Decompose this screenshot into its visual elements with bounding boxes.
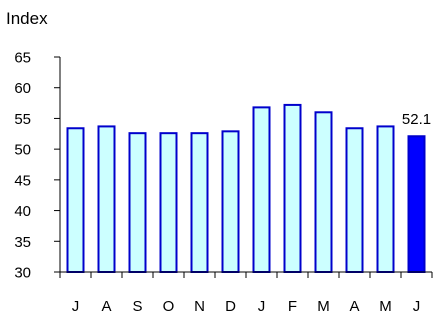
y-tick-label: 40 <box>14 203 31 220</box>
x-tick-label: J <box>413 298 421 315</box>
bar-0 <box>66 127 85 273</box>
axes <box>59 57 432 273</box>
x-tick-label: J <box>72 298 80 315</box>
bar-7 <box>283 103 302 273</box>
bar-4 <box>190 132 209 273</box>
x-tick-label: F <box>288 298 297 315</box>
bar-6 <box>252 106 271 273</box>
x-tick-label: S <box>132 298 142 315</box>
x-tick-label: A <box>349 298 359 315</box>
y-tick-label: 45 <box>14 172 31 189</box>
y-tick-label: 35 <box>14 234 31 251</box>
x-tick-label: N <box>194 298 205 315</box>
y-tick-label: 30 <box>14 265 31 282</box>
x-tick-label: M <box>317 298 330 315</box>
bar-8 <box>314 111 333 273</box>
bar-10 <box>376 125 395 273</box>
bar-1 <box>97 125 116 273</box>
y-axis-ticks: 30 35 40 45 50 55 60 65 <box>14 50 60 282</box>
y-tick-label: 55 <box>14 111 31 128</box>
annotations: 52.1 <box>402 111 431 128</box>
bar-9 <box>345 127 364 273</box>
bars <box>66 103 426 273</box>
bar-3 <box>159 132 178 273</box>
x-tick-label: M <box>379 298 392 315</box>
x-tick-label: D <box>225 298 236 315</box>
y-axis-label: Index <box>6 9 48 28</box>
data-label: 52.1 <box>402 111 431 128</box>
x-tick-label: A <box>101 298 111 315</box>
y-tick-label: 60 <box>14 80 31 97</box>
x-tick-label: O <box>163 298 175 315</box>
bar-11 <box>407 135 426 273</box>
x-tick-label: J <box>258 298 266 315</box>
bar-2 <box>128 132 147 273</box>
y-tick-label: 50 <box>14 142 31 159</box>
bar-5 <box>221 130 240 273</box>
y-tick-label: 65 <box>14 50 31 67</box>
